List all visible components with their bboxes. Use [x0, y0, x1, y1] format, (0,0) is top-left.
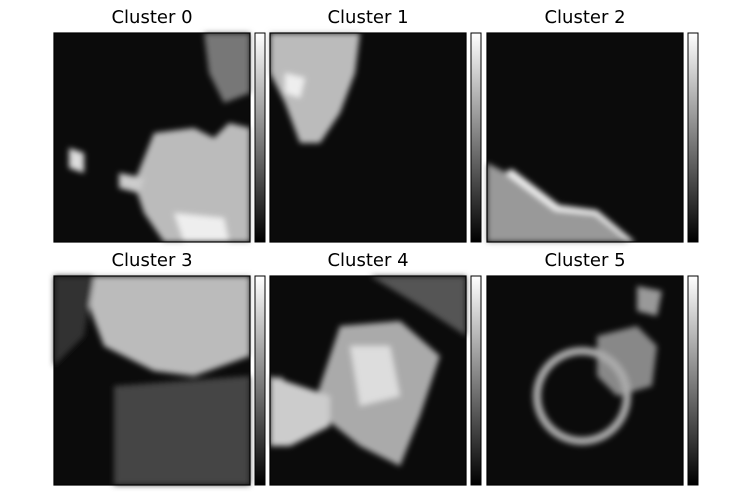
colorbar — [687, 32, 699, 243]
image-region — [597, 326, 657, 396]
image-frame — [53, 32, 251, 243]
image-content — [270, 33, 360, 143]
image-region — [637, 286, 662, 316]
image-region — [174, 213, 229, 242]
image-region — [54, 276, 94, 366]
image-frame — [486, 275, 684, 486]
image-region — [487, 163, 632, 242]
image-region — [270, 376, 330, 446]
colorbar — [470, 275, 482, 486]
colorbar — [470, 32, 482, 243]
image-region — [119, 173, 144, 193]
colorbar — [687, 275, 699, 486]
panel-title: Cluster 1 — [327, 7, 408, 28]
image-region — [350, 346, 400, 406]
panel-title: Cluster 2 — [544, 7, 625, 28]
colorbar — [254, 32, 266, 243]
image-panel: Cluster 3 — [53, 250, 266, 486]
colorbar — [254, 275, 266, 486]
image-frame — [53, 275, 251, 486]
image-frame — [486, 32, 684, 243]
image-frame — [269, 275, 467, 486]
image-panel: Cluster 2 — [486, 7, 699, 243]
image-content — [270, 276, 466, 466]
image-region — [507, 169, 635, 242]
image-panel: Cluster 4 — [269, 250, 482, 486]
image-panel: Cluster 1 — [269, 7, 482, 243]
image-region — [114, 376, 250, 485]
panel-title: Cluster 0 — [111, 7, 192, 28]
image-region — [204, 33, 250, 103]
image-region — [370, 276, 466, 336]
panel-title: Cluster 4 — [327, 250, 408, 271]
image-region — [270, 33, 360, 143]
image-region — [134, 123, 250, 242]
image-content — [533, 286, 662, 445]
image-panel: Cluster 5 — [486, 250, 699, 486]
image-panel: Cluster 0 — [53, 7, 266, 243]
image-region — [69, 148, 84, 173]
image-region — [89, 276, 250, 376]
image-content — [54, 276, 250, 485]
image-ring — [533, 347, 631, 445]
image-content — [487, 163, 635, 242]
image-content — [69, 33, 250, 242]
panel-title: Cluster 3 — [111, 250, 192, 271]
panel-title: Cluster 5 — [544, 250, 625, 271]
image-frame — [269, 32, 467, 243]
image-region — [285, 73, 305, 98]
image-region — [270, 321, 440, 466]
